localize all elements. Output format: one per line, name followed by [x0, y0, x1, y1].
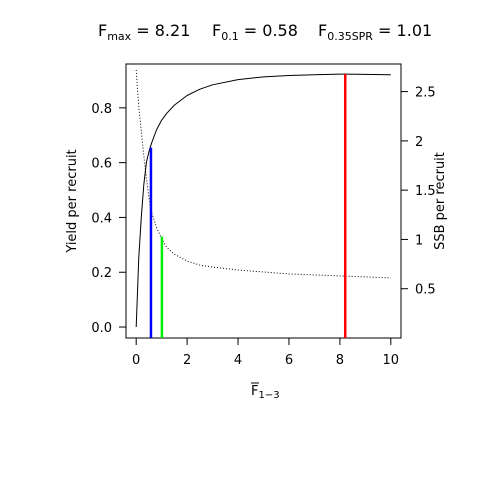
title-fmax-value: = 8.21	[131, 21, 190, 40]
y-axis-left: 0.0 0.2 0.4 0.6 0.8	[91, 102, 126, 336]
y-right-tick-label: 1	[415, 233, 423, 248]
plot-frame	[125, 63, 402, 339]
title-fspr-base: F	[318, 21, 327, 40]
y-left-tick-label: 0.0	[91, 321, 112, 336]
y-left-tick-label: 0.6	[91, 157, 112, 172]
title-f01-value: = 0.58	[239, 21, 298, 40]
y-right-tick-label: 0.5	[415, 283, 436, 298]
y-left-tick-label: 0.2	[91, 266, 112, 281]
x-axis: 0 2 4 6 8 10	[132, 338, 399, 368]
title-fmax: Fmax = 8.21	[98, 21, 190, 43]
series-group	[135, 69, 391, 328]
title-f01-base: F	[212, 21, 221, 40]
y-left-tick-label: 0.8	[91, 102, 112, 117]
y-axis-left-title: Yield per recruit	[65, 149, 80, 253]
title-f01-sub: 0.1	[221, 30, 239, 43]
ssb-per-recruit-line	[135, 69, 391, 279]
title-fspr-value: = 1.01	[373, 21, 432, 40]
y-right-tick-label: 2.5	[415, 86, 436, 101]
reference-lines	[149, 74, 347, 338]
y-axis-right-title: SSB per recruit	[433, 152, 448, 250]
y-left-tick-label: 0.4	[91, 211, 112, 226]
title-fspr-sub: 0.35SPR	[327, 30, 373, 43]
y-right-tick-label: 1.5	[415, 184, 436, 199]
y-right-tick-label: 2	[415, 135, 423, 150]
title-fmax-sub: max	[107, 30, 131, 43]
x-axis-title-base: F	[251, 384, 258, 399]
x-tick-label: 8	[336, 353, 344, 368]
x-tick-label: 0	[132, 353, 140, 368]
x-tick-label: 10	[383, 353, 400, 368]
x-tick-label: 2	[183, 353, 191, 368]
title-fmax-base: F	[98, 21, 107, 40]
yield-per-recruit-line	[135, 73, 391, 328]
x-tick-label: 4	[234, 353, 242, 368]
x-tick-label: 6	[285, 353, 293, 368]
title-fspr: F0.35SPR = 1.01	[318, 21, 432, 43]
x-axis-title-sub: 1−3	[258, 390, 279, 401]
y-axis-right: 0.5 1 1.5 2 2.5	[401, 86, 436, 298]
title-f01: F0.1 = 0.58	[212, 21, 298, 43]
x-axis-title: F1−3	[251, 384, 280, 401]
